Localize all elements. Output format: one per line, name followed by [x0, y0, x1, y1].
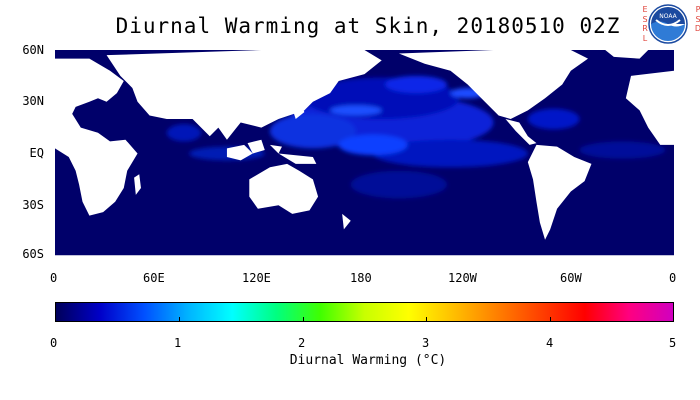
lon-label-180: 180 [350, 271, 372, 285]
lon-label-120w: 120W [448, 271, 477, 285]
lat-label-60s: 60S [22, 247, 44, 261]
lon-label-0-right: 0 [669, 271, 677, 285]
lon-label-60e: 60E [143, 271, 165, 285]
lat-label-30s: 30S [22, 198, 44, 212]
colorbar-tick-mark [549, 317, 551, 321]
colorbar-tick-1: 1 [174, 336, 182, 350]
psd-letters: P S D [694, 5, 700, 33]
lat-label-eq: EQ [29, 146, 44, 160]
colorbar-tick-mark [179, 317, 181, 321]
diurnal-warming-map [55, 50, 674, 257]
lon-label-120e: 120E [242, 271, 271, 285]
colorbar-tick-mark [302, 317, 304, 321]
colorbar-label: Diurnal Warming (°C) [289, 353, 447, 368]
colorbar-tick-5: 5 [669, 336, 677, 350]
lat-label-30n: 30N [22, 94, 44, 108]
warming-patches [166, 75, 666, 199]
colorbar-tick-2: 2 [298, 336, 306, 350]
esrl-letters: E S R L [642, 5, 648, 43]
noaa-logo-icon: NOAA [648, 4, 688, 44]
lon-label-60w: 60W [560, 271, 582, 285]
colorbar-tick-0: 0 [50, 336, 58, 350]
lon-label-0-left: 0 [50, 271, 58, 285]
colorbar-tick-4: 4 [546, 336, 554, 350]
land-masses [55, 50, 674, 257]
map-title: Diurnal Warming at Skin, 20180510 02Z [115, 14, 621, 38]
colorbar-tick-3: 3 [422, 336, 430, 350]
svg-text:NOAA: NOAA [659, 13, 677, 20]
lat-label-60n: 60N [22, 43, 44, 57]
colorbar-tick-mark [426, 317, 428, 321]
colorbar [55, 302, 674, 322]
